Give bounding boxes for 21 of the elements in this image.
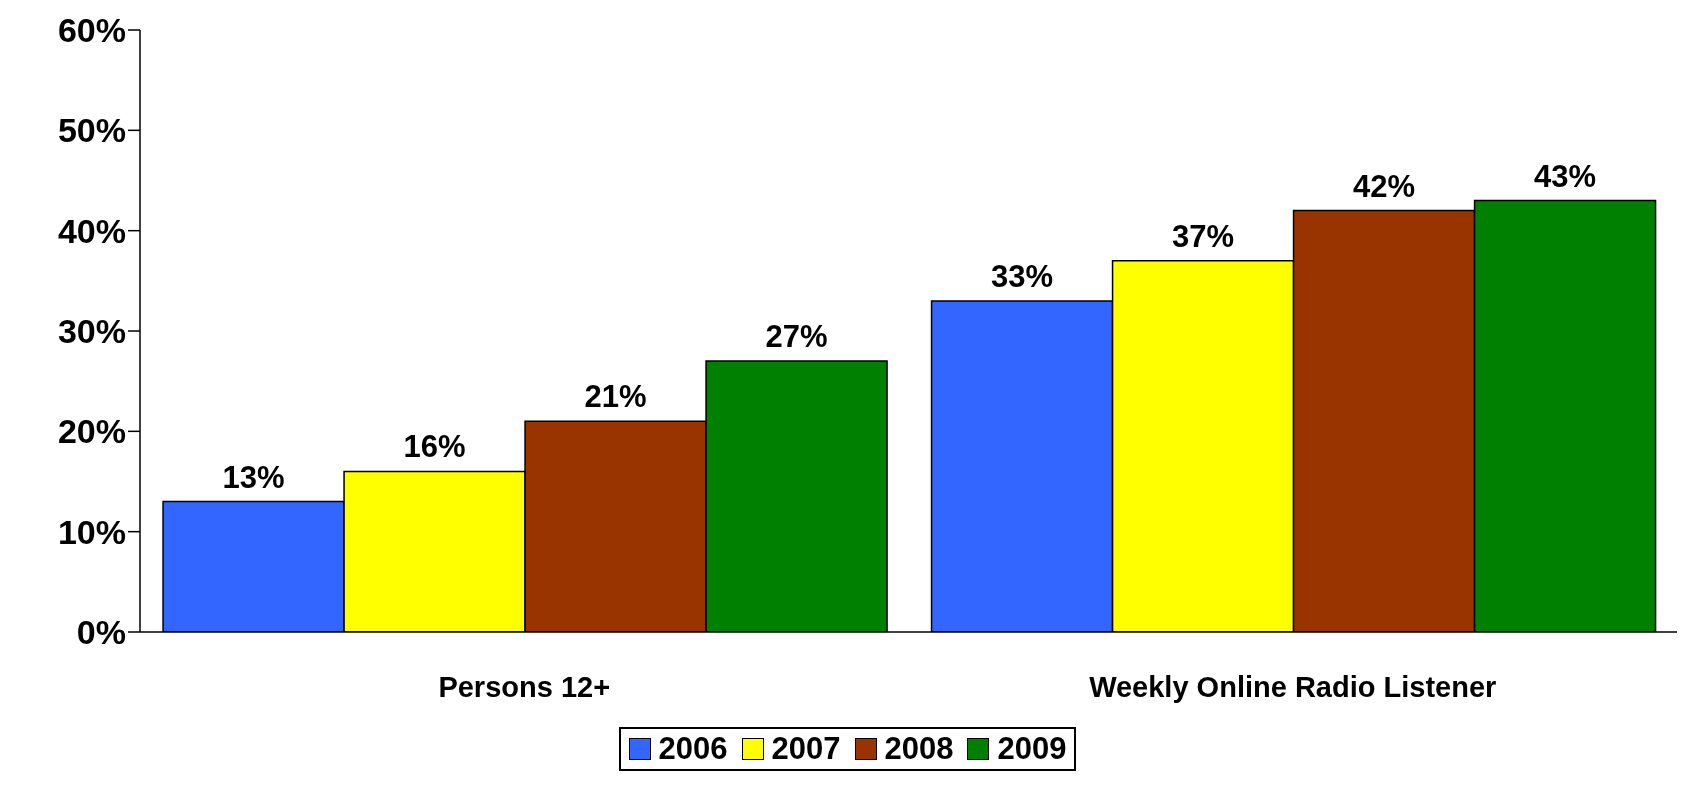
y-tick-label: 0% [76, 613, 126, 652]
legend-label: 2007 [771, 731, 841, 767]
y-tick-label: 20% [57, 412, 126, 451]
legend-label: 2006 [658, 731, 728, 767]
x-tick-label: Weekly Online Radio Listener [1089, 670, 1497, 703]
y-tick-label: 60% [57, 11, 126, 50]
data-label: 21% [584, 379, 647, 415]
data-label: 16% [403, 429, 466, 465]
data-label: 42% [1353, 168, 1416, 204]
y-tick-label: 10% [57, 512, 126, 551]
x-tick-label: Persons 12+ [438, 670, 611, 703]
y-tick-label: 40% [57, 211, 126, 250]
data-label: 37% [1172, 218, 1235, 254]
y-tick-label: 30% [57, 312, 126, 351]
data-label: 43% [1534, 158, 1597, 194]
y-tick-label: 50% [57, 111, 126, 150]
data-label: 27% [765, 319, 828, 355]
legend-label: 2008 [884, 731, 954, 767]
legend-label: 2009 [997, 731, 1067, 767]
data-label: 33% [991, 258, 1054, 294]
data-label: 13% [222, 459, 285, 495]
